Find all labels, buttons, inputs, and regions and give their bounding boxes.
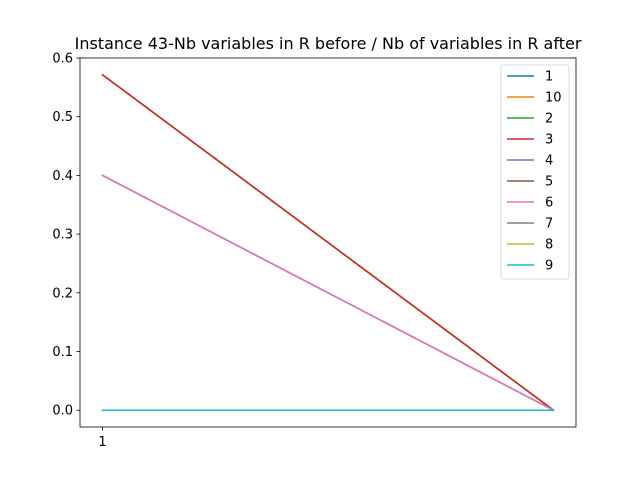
chart-title: Instance 43-Nb variables in R before / N… [75,34,582,53]
legend-label: 5 [545,175,553,190]
legend-label: 1 [545,70,553,85]
legend-label: 9 [545,259,553,274]
legend-label: 4 [545,154,553,169]
plot-area: 0.0 0.1 0.2 0.3 0.4 0.5 0.6 1 [52,52,577,450]
legend-label: 10 [545,91,562,106]
legend-label: 3 [545,133,553,148]
y-tick-label: 0.3 [52,228,73,243]
legend-label: 2 [545,112,553,127]
legend-label: 6 [545,196,553,211]
y-tick-label: 0.5 [52,110,73,125]
legend-label: 7 [545,217,553,232]
y-tick-label: 0.0 [52,404,73,419]
x-tick-label: 1 [98,435,106,450]
axes-frame [79,57,577,428]
y-tick-label: 0.1 [52,345,73,360]
y-tick-label: 0.4 [52,169,73,184]
series-line-3 [101,73,555,412]
legend-label: 8 [545,238,553,253]
y-tick-label: 0.2 [52,286,73,301]
series-line-6 [101,174,555,412]
y-tick-label: 0.6 [52,52,73,67]
legend: 1 10 2 3 4 5 6 7 8 9 [500,64,570,280]
